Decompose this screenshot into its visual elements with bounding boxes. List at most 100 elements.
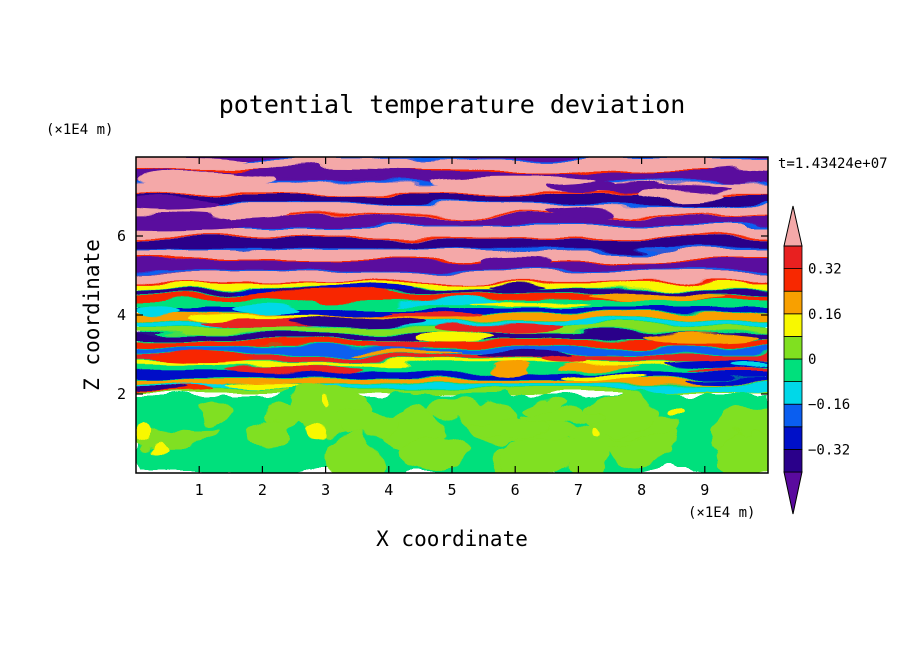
x-axis: 1 2 3 4 5 6 7 8 9 bbox=[195, 157, 709, 499]
x-tick-label: 9 bbox=[700, 481, 709, 499]
field-band bbox=[136, 384, 768, 389]
x-tick-label: 6 bbox=[511, 481, 520, 499]
field-streak bbox=[729, 361, 768, 366]
field-band-edge bbox=[136, 214, 768, 217]
field-band bbox=[136, 182, 768, 194]
y-axis: 2 4 6 bbox=[117, 227, 768, 403]
field-streak bbox=[366, 309, 484, 317]
field-band bbox=[136, 361, 768, 366]
field-band bbox=[136, 354, 768, 361]
field-band bbox=[136, 378, 768, 384]
field-streak bbox=[639, 188, 727, 200]
field-band-edge bbox=[136, 281, 768, 284]
field-band bbox=[136, 347, 768, 354]
field-blob bbox=[494, 436, 577, 473]
colorbar-swatch bbox=[783, 335, 803, 360]
field-streak bbox=[136, 172, 277, 187]
field-blob bbox=[337, 410, 399, 435]
colorbar-swatch bbox=[783, 245, 803, 270]
field-band-edge bbox=[136, 203, 768, 206]
field-streak bbox=[482, 253, 554, 266]
field-streak bbox=[433, 322, 560, 333]
colorbar: 0.32 0.16 0 −0.16 −0.32 bbox=[783, 205, 850, 515]
colorbar-swatch bbox=[783, 290, 803, 315]
y-axis-label: Z coordinate bbox=[80, 239, 104, 391]
field-streak bbox=[418, 332, 495, 341]
field-streak bbox=[541, 357, 587, 366]
field-streak bbox=[490, 284, 544, 291]
colorbar-tick-label: −0.32 bbox=[808, 442, 850, 458]
x-axis-label: X coordinate bbox=[376, 527, 528, 551]
colorbar-tick-label: −0.16 bbox=[808, 397, 850, 413]
field-band bbox=[136, 340, 768, 347]
field-streak bbox=[230, 305, 298, 314]
colorbar-swatch bbox=[783, 448, 803, 473]
field-streak bbox=[647, 385, 726, 391]
field-blob bbox=[523, 411, 611, 426]
colorbar-swatch bbox=[783, 358, 803, 383]
field-streak bbox=[694, 168, 768, 183]
x-tick-label: 5 bbox=[447, 481, 456, 499]
field-band bbox=[136, 321, 768, 327]
field-band-edge bbox=[136, 270, 768, 273]
colorbar-swatch bbox=[783, 381, 803, 405]
chart-title: potential temperature deviation bbox=[219, 90, 686, 119]
field-streak bbox=[153, 354, 257, 363]
field-blob bbox=[152, 437, 173, 452]
colorbar-tick-label: 0.32 bbox=[808, 262, 842, 278]
field-band-edge bbox=[136, 169, 768, 172]
y-tick-label: 4 bbox=[117, 306, 126, 324]
field-band bbox=[136, 249, 768, 262]
field-streak bbox=[241, 291, 394, 301]
field-streak bbox=[223, 382, 312, 389]
field-band bbox=[136, 193, 768, 206]
field-band-edge bbox=[136, 237, 768, 239]
colorbar-swatch bbox=[783, 313, 803, 337]
field-blob bbox=[721, 432, 768, 473]
field-blob bbox=[136, 424, 152, 438]
plot-area bbox=[136, 157, 768, 473]
field-band bbox=[136, 371, 768, 379]
field-streak bbox=[136, 196, 216, 211]
field-streak bbox=[136, 305, 180, 316]
field-streak bbox=[474, 352, 572, 360]
field-band bbox=[136, 366, 768, 371]
colorbar-swatch bbox=[783, 426, 803, 450]
colorbar-swatch bbox=[783, 268, 803, 292]
field-streak bbox=[367, 340, 432, 348]
field-band bbox=[136, 261, 768, 273]
colorbar-tick-label: 0 bbox=[808, 352, 816, 368]
field-streak bbox=[490, 364, 531, 375]
field-band bbox=[136, 238, 768, 250]
colorbar-swatch bbox=[783, 403, 803, 428]
field-band bbox=[136, 289, 768, 295]
x-tick-label: 4 bbox=[384, 481, 393, 499]
field-band bbox=[136, 272, 768, 284]
field-band bbox=[136, 216, 768, 228]
field-band-edge bbox=[136, 225, 768, 228]
field-streak bbox=[558, 319, 608, 328]
field-streak bbox=[236, 168, 429, 180]
x-tick-label: 7 bbox=[574, 481, 583, 499]
field-blob bbox=[324, 396, 334, 409]
field-streak bbox=[591, 293, 729, 301]
field-streak bbox=[272, 307, 392, 316]
field-blob bbox=[565, 426, 614, 473]
x-tick-label: 3 bbox=[321, 481, 330, 499]
field-streak bbox=[220, 365, 362, 374]
field-streak bbox=[562, 372, 649, 380]
field-blob bbox=[196, 401, 224, 428]
colorbar-extend-min bbox=[783, 471, 803, 515]
field-band bbox=[136, 205, 768, 217]
field-streak bbox=[136, 385, 188, 392]
field-blob bbox=[524, 399, 569, 416]
field-blob bbox=[661, 404, 676, 414]
y-tick-label: 2 bbox=[117, 385, 126, 403]
field-streak bbox=[398, 299, 503, 305]
time-label: t=1.43424e+07 bbox=[778, 156, 888, 172]
field-blob bbox=[589, 428, 600, 439]
field-streak bbox=[684, 378, 768, 383]
field-streak bbox=[684, 367, 768, 372]
x-tick-label: 1 bbox=[195, 481, 204, 499]
